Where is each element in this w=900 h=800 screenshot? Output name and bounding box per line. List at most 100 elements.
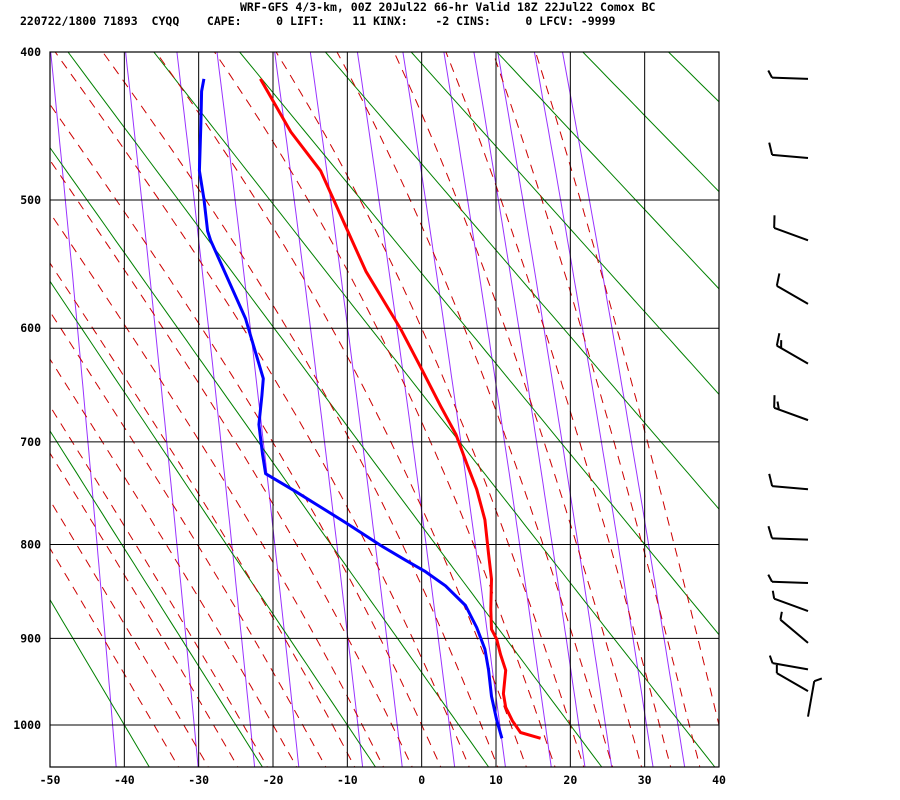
wind-barb — [768, 473, 809, 491]
wind-barb-staff — [772, 485, 809, 491]
mixing-ratio-line — [497, 52, 613, 767]
wind-barb-flag — [767, 70, 773, 79]
temperature-profile-line — [259, 78, 542, 740]
wind-barb-flag — [768, 473, 774, 487]
wind-barb — [775, 333, 809, 365]
moist-adiabat-line — [155, 52, 527, 767]
moist-adiabat-line — [275, 52, 585, 767]
moist-adiabat-line — [50, 159, 413, 767]
wind-barb-staff — [776, 672, 809, 692]
wind-barb-staff — [776, 344, 809, 365]
wind-barb — [775, 665, 809, 692]
mixing-ratio-line — [473, 52, 586, 767]
wind-barb-flag — [767, 525, 773, 539]
y-tick-label: 600 — [20, 321, 41, 335]
wind-barb — [767, 525, 809, 541]
wind-barb — [768, 655, 809, 671]
moist-adiabat-line — [102, 52, 499, 767]
chart-title: WRF-GFS 4/3-km, 00Z 20Jul22 66-hr Valid … — [240, 0, 656, 14]
wind-barb-staff — [772, 662, 809, 671]
x-tick-label: -10 — [337, 773, 358, 787]
dry-adiabat-line — [50, 280, 377, 767]
mixing-ratio-line — [125, 52, 199, 767]
wind-barb-staff — [776, 284, 809, 305]
dry-adiabat-line — [496, 52, 719, 290]
wind-barb-staff — [773, 227, 809, 242]
dry-adiabat-line — [737, 36, 900, 774]
moist-adiabat-line — [534, 52, 719, 728]
moist-adiabat-line — [50, 499, 209, 767]
wind-barb-flag — [775, 333, 781, 346]
mixing-ratio-line — [50, 52, 117, 767]
wind-barb-flag — [767, 574, 773, 583]
moist-adiabat-line — [54, 52, 470, 767]
plot-frame — [49, 51, 720, 768]
wind-barb-flag — [779, 611, 783, 620]
y-tick-label: 500 — [20, 193, 41, 207]
dry-adiabat-line — [823, 36, 900, 774]
mixing-ratio-line — [533, 52, 654, 767]
x-tick-label: 30 — [638, 773, 652, 787]
wind-barb-flag — [768, 142, 774, 156]
x-tick-label: -20 — [263, 773, 284, 787]
wind-barb-flag — [775, 273, 781, 287]
x-tick-label: 0 — [418, 773, 425, 787]
x-tick-label: 20 — [563, 773, 577, 787]
wind-barb-flag — [813, 677, 823, 683]
dry-adiabat-line — [153, 52, 716, 767]
wind-barb-staff — [771, 537, 809, 541]
moist-adiabat-line — [50, 262, 356, 767]
mixing-ratio-line — [274, 52, 364, 767]
moist-adiabat-line — [50, 358, 298, 767]
dry-adiabat-line — [238, 52, 719, 636]
wind-barb-staff — [772, 153, 809, 160]
y-tick-label: 1000 — [13, 718, 41, 732]
wind-barb — [779, 611, 809, 644]
dry-adiabat-line — [50, 598, 150, 767]
mixing-ratio-line — [443, 52, 552, 767]
wind-barb — [773, 215, 809, 242]
wind-barb — [768, 142, 809, 160]
dry-adiabat-line — [410, 52, 719, 396]
sounding-indices: 220722/1800 71893 CYQQ CAPE: 0 LIFT: 11 … — [20, 14, 616, 28]
wind-barb-flag — [776, 401, 780, 410]
wind-barb-flag — [771, 590, 776, 599]
mixing-ratio-line — [561, 52, 686, 767]
wind-barb-staff — [771, 76, 809, 80]
wind-barbs — [767, 70, 823, 717]
x-tick-label: -50 — [40, 773, 61, 787]
y-tick-label: 700 — [20, 435, 41, 449]
wind-barb — [773, 395, 809, 422]
moist-adiabat-line — [50, 452, 239, 767]
mixing-ratio-line — [402, 52, 506, 767]
y-tick-label: 400 — [20, 45, 41, 59]
background-lines — [0, 36, 900, 774]
x-tick-label: -30 — [188, 773, 209, 787]
y-tick-label: 800 — [20, 538, 41, 552]
moist-adiabat-line — [50, 103, 442, 767]
dry-adiabat-line — [67, 52, 603, 767]
moist-adiabat-line — [445, 52, 672, 767]
x-tick-label: -40 — [114, 773, 135, 787]
wind-barb-flag — [768, 655, 774, 664]
wind-barb — [767, 574, 809, 584]
dry-adiabat-line — [0, 36, 40, 774]
wind-barb — [807, 677, 823, 717]
x-tick-label: 40 — [712, 773, 726, 787]
wind-barb-staff — [807, 680, 816, 717]
wind-barb — [775, 273, 809, 305]
x-tick-label: 10 — [489, 773, 503, 787]
wind-barb — [767, 70, 809, 80]
wind-barb-staff — [773, 406, 809, 422]
mixing-ratio-line — [356, 52, 456, 767]
moist-adiabat-line — [50, 405, 268, 767]
mixing-ratio-line — [216, 52, 300, 767]
moist-adiabat-line — [393, 52, 643, 767]
moist-adiabat-line — [50, 310, 327, 767]
dry-adiabat-line — [324, 52, 719, 510]
dry-adiabat-line — [582, 52, 719, 193]
moist-adiabat-line — [50, 211, 385, 767]
dewpoint-profile-line — [197, 78, 504, 739]
